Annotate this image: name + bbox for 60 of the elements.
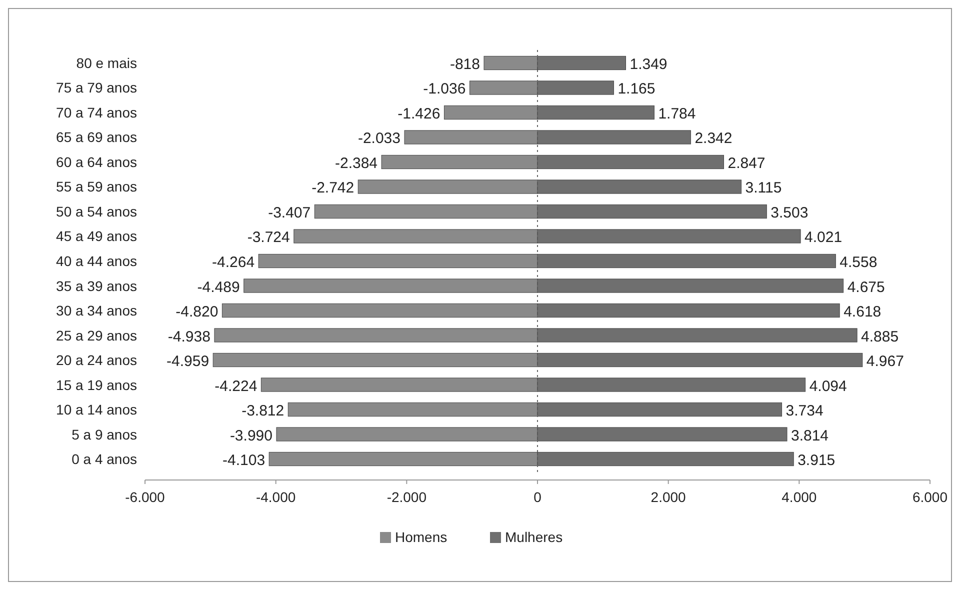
data-label: -4.224 [214, 378, 258, 395]
data-label: 4.021 [804, 229, 842, 246]
data-label: -1.036 [423, 80, 466, 98]
data-label: 4.094 [809, 378, 847, 395]
data-label: -4.959 [166, 353, 210, 370]
data-label: -818 [450, 56, 480, 73]
data-label: 2.847 [728, 154, 766, 172]
y-tick-label: 55 a 59 anos [56, 178, 137, 195]
y-tick-label: 35 a 39 anos [56, 278, 137, 294]
data-label: 3.115 [745, 180, 782, 197]
data-label: -4.489 [197, 278, 240, 296]
x-tick-label: 6.000 [912, 489, 948, 505]
x-tick-label: -2.000 [386, 489, 427, 505]
data-label: -1.426 [398, 105, 440, 122]
data-label: 4.618 [844, 304, 882, 320]
data-label: 1.784 [658, 105, 696, 122]
data-label: 4.675 [847, 278, 885, 296]
data-label: -2.742 [312, 180, 354, 197]
y-tick-label: 25 a 29 anos [56, 327, 137, 344]
y-tick-label: 75 a 79 anos [56, 80, 137, 96]
data-label: -4.264 [212, 254, 255, 271]
data-label: -3.812 [242, 402, 284, 420]
data-label: 2.342 [694, 130, 732, 148]
data-label: 4.885 [861, 328, 899, 346]
y-tick-label: 30 a 34 anos [56, 302, 137, 318]
y-tick-label: 60 a 64 anos [56, 154, 137, 170]
data-label: -4.103 [222, 452, 266, 470]
data-label: 3.734 [786, 402, 824, 420]
x-tick-label: -4.000 [256, 489, 296, 505]
data-label: 1.349 [630, 56, 668, 73]
data-label: -3.407 [268, 204, 311, 222]
data-label: 3.814 [791, 427, 829, 444]
x-tick-label: 4.000 [782, 489, 817, 505]
y-tick-label: 10 a 14 anos [56, 402, 137, 418]
data-label: 3.915 [798, 452, 836, 470]
data-label: -2.384 [335, 154, 378, 172]
x-tick-label: -6.000 [125, 489, 166, 505]
data-label: -4.938 [168, 328, 210, 346]
data-label: -4.820 [176, 304, 218, 320]
legend-label: Mulheres [505, 529, 563, 545]
y-tick-label: 20 a 24 anos [56, 352, 137, 368]
data-label: 3.503 [770, 204, 808, 222]
y-tick-label: 0 a 4 anos [72, 451, 137, 468]
x-tick-label: 0 [534, 489, 542, 505]
y-tick-label: 45 a 49 anos [56, 228, 137, 244]
x-tick-label: 2.000 [650, 489, 686, 505]
y-tick-label: 40 a 44 anos [56, 253, 137, 269]
data-label: 1.165 [618, 80, 656, 98]
data-label: -3.990 [230, 427, 272, 444]
data-label: 4.967 [866, 353, 904, 370]
y-tick-label: 50 a 54 anos [56, 204, 137, 220]
y-tick-label: 70 a 74 anos [56, 104, 137, 120]
y-tick-label: 80 e mais [76, 54, 137, 71]
data-label: -2.033 [358, 130, 401, 148]
data-label: -3.724 [247, 229, 290, 246]
legend-label: Homens [395, 529, 448, 545]
y-tick-label: 5 a 9 anos [72, 426, 137, 442]
data-label: 4.558 [840, 254, 878, 271]
y-tick-label: 65 a 69 anos [56, 129, 137, 146]
y-tick-label: 15 a 19 anos [56, 376, 137, 393]
